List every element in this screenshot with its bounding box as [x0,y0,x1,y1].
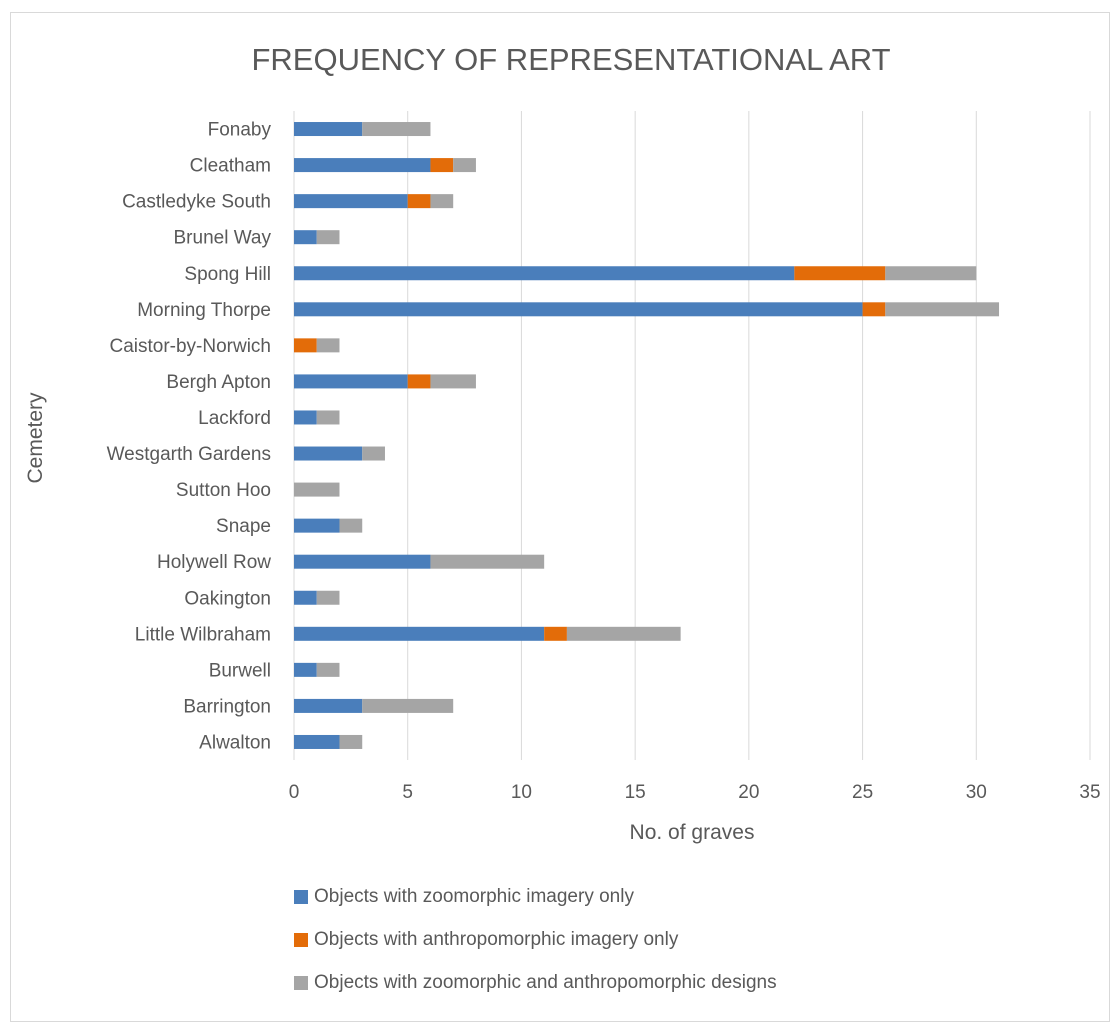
bar-segment-combined [566,626,681,641]
y-tick-label: Westgarth Gardens [107,444,271,465]
bar-segment-zoomorphic [294,230,317,245]
bar-segment-combined [316,410,340,425]
bar-segment-zoomorphic [294,302,863,317]
y-tick-label: Brunel Way [174,228,272,249]
bar-segment-anthropomorphic [544,626,567,641]
y-tick-label: Fonaby [208,120,272,141]
y-tick-label: Bergh Apton [166,372,271,393]
bar-segment-combined [316,230,340,245]
y-tick-label: Snape [216,516,271,537]
chart-title: FREQUENCY OF REPRESENTATIONAL ART [251,42,890,77]
bar-segment-zoomorphic [294,122,363,137]
y-tick-label: Cleatham [190,156,271,177]
bars [294,122,1000,749]
x-tick-label: 30 [966,782,987,803]
y-tick-label: Alwalton [199,732,271,753]
bar-segment-combined [316,590,340,605]
bar-segment-zoomorphic [294,158,431,173]
bar-segment-anthropomorphic [407,194,431,209]
bar-segment-combined [430,374,476,389]
bar-segment-combined [362,446,385,461]
bar-segment-anthropomorphic [430,158,454,173]
x-tick-labels: 0 5 10 15 20 25 30 35 [289,782,1101,803]
legend-label: Objects with zoomorphic and anthropomorp… [314,972,777,993]
bar-segment-anthropomorphic [294,338,317,353]
bar-segment-combined [885,266,977,281]
bar-segment-zoomorphic [294,374,408,389]
legend-item-anthropomorphic: Objects with anthropomorphic imagery onl… [294,929,777,951]
legend: Objects with zoomorphic imagery only Obj… [294,886,777,1015]
bar-segment-zoomorphic [294,626,545,641]
legend-swatch [294,890,308,904]
gridlines [293,111,1091,760]
x-tick-label: 5 [402,782,413,803]
bar-segment-combined [316,338,340,353]
bar-segment-zoomorphic [294,698,363,713]
bar-segment-combined [430,194,454,209]
bar-segment-anthropomorphic [407,374,431,389]
bar-segment-zoomorphic [294,518,340,533]
bar-segment-anthropomorphic [794,266,886,281]
y-tick-label: Oakington [184,588,271,609]
bar-segment-combined [453,158,476,173]
y-tick-labels: Fonaby Cleatham Castledyke South Brunel Way… [107,120,272,754]
bar-segment-combined [362,122,431,137]
y-tick-label: Castledyke South [122,192,271,213]
bar-segment-zoomorphic [294,266,795,281]
bar-segment-combined [294,482,340,497]
x-tick-label: 35 [1079,782,1100,803]
legend-label: Objects with zoomorphic imagery only [314,886,634,907]
x-tick-label: 25 [852,782,873,803]
legend-swatch [294,976,308,990]
bar-segment-zoomorphic [294,410,317,425]
x-tick-label: 10 [511,782,532,803]
y-tick-label: Spong Hill [184,264,271,285]
x-tick-label: 0 [289,782,300,803]
bar-segment-combined [316,662,340,677]
legend-swatch [294,933,308,947]
y-tick-label: Morning Thorpe [137,300,271,321]
bar-segment-zoomorphic [294,554,431,569]
y-tick-label: Caistor-by-Norwich [109,336,271,357]
legend-item-zoomorphic: Objects with zoomorphic imagery only [294,886,777,908]
x-tick-label: 15 [625,782,646,803]
y-axis-title: Cemetery [24,392,47,484]
bar-segment-combined [430,554,545,569]
x-tick-label: 20 [738,782,759,803]
bar-segment-zoomorphic [294,734,340,749]
x-axis-title: No. of graves [630,821,755,844]
bar-segment-combined [885,302,1000,317]
y-tick-label: Burwell [209,660,271,681]
bar-segment-zoomorphic [294,590,317,605]
bar-segment-combined [362,698,454,713]
bar-segment-zoomorphic [294,194,408,209]
bar-segment-combined [339,518,363,533]
bar-segment-zoomorphic [294,662,317,677]
y-tick-label: Barrington [183,696,271,717]
y-tick-label: Holywell Row [157,552,271,573]
bar-segment-zoomorphic [294,446,363,461]
y-tick-label: Sutton Hoo [176,480,271,501]
legend-item-combined: Objects with zoomorphic and anthropomorp… [294,972,777,994]
legend-label: Objects with anthropomorphic imagery onl… [314,929,679,950]
y-tick-label: Little Wilbraham [135,624,271,645]
bar-segment-combined [339,734,363,749]
bar-segment-anthropomorphic [862,302,886,317]
y-tick-label: Lackford [198,408,271,429]
